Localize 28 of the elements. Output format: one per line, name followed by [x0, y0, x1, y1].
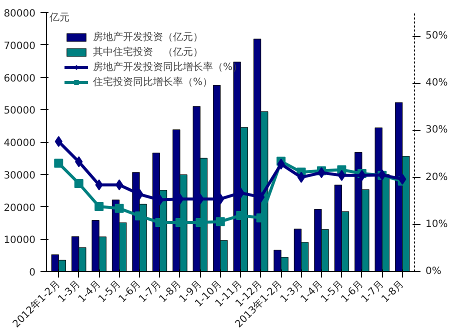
- y2-tick-label: 50%: [426, 30, 448, 42]
- legend-label: 房地产开发投资（亿元）: [93, 30, 203, 44]
- legend-label: 住宅投资同比增长率（%）: [93, 76, 213, 89]
- y-axis-title: 亿元: [48, 12, 70, 24]
- point: [216, 217, 225, 226]
- point: [338, 170, 346, 181]
- y2-tick-label: 10%: [426, 218, 448, 230]
- y-tick-label: 20000: [4, 202, 36, 214]
- legend-label: 其中住宅投资 （亿元）: [93, 46, 203, 59]
- y-tick-label: 70000: [4, 40, 36, 52]
- point: [114, 204, 124, 213]
- point: [74, 178, 84, 188]
- point: [297, 172, 306, 183]
- point: [54, 158, 64, 168]
- y-tick-label: 60000: [4, 73, 36, 84]
- y-tick-label: 80000: [4, 8, 36, 20]
- y-tick-label: 30000: [4, 170, 36, 182]
- y2-tick-label: 0%: [426, 266, 442, 277]
- y2-tick-label: 30%: [426, 124, 448, 136]
- point: [94, 202, 104, 212]
- y-tick-label: 40000: [4, 138, 36, 149]
- legend-label: 房地产开发投资同比增长率（%）: [93, 60, 243, 74]
- y-tick-label: 10000: [4, 235, 36, 246]
- y-tick-label: 50000: [4, 106, 36, 117]
- point: [115, 179, 124, 190]
- y2-tick-label: 40%: [426, 78, 448, 89]
- y-tick-label: 0: [29, 268, 36, 278]
- y2-tick-label: 20%: [426, 172, 448, 183]
